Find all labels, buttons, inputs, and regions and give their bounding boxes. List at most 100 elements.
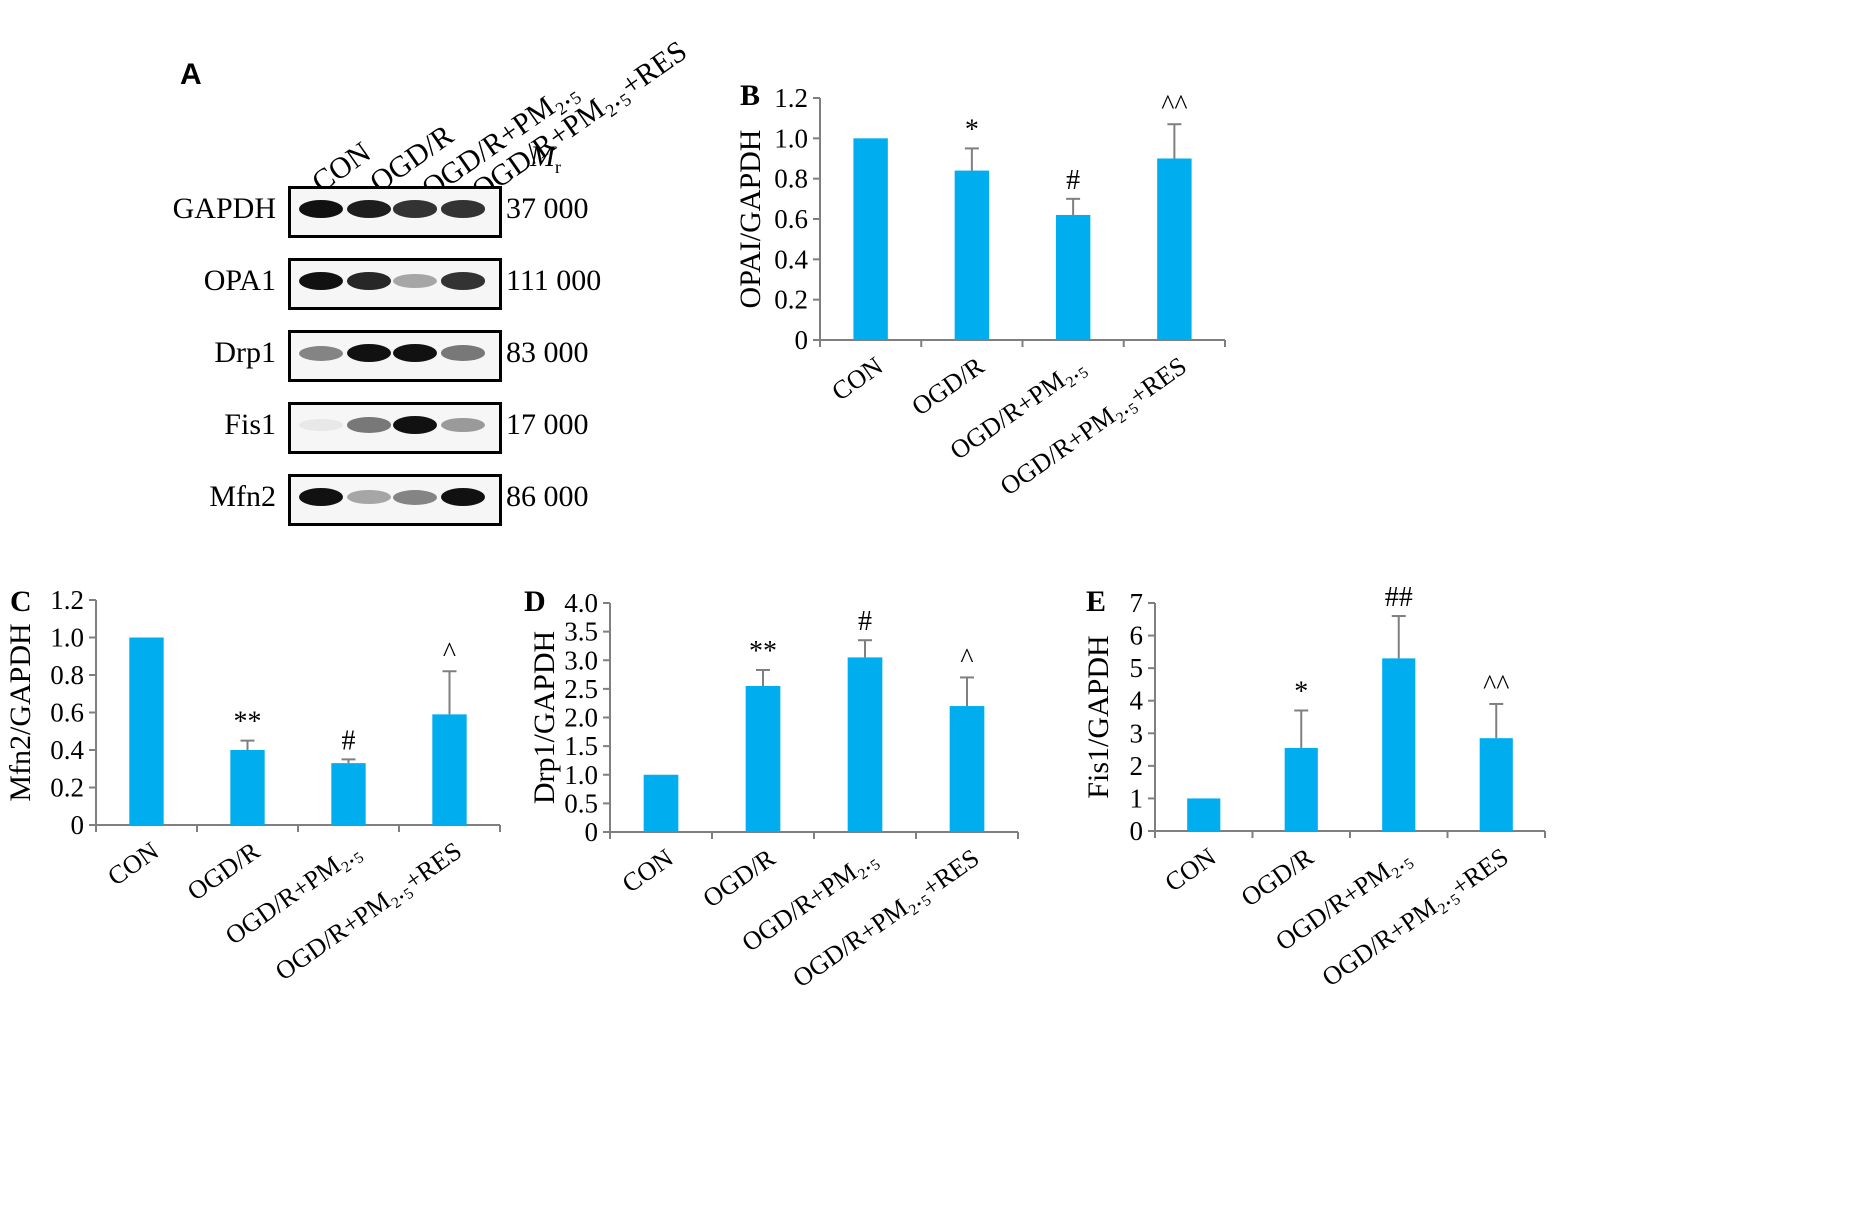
bar	[129, 637, 164, 825]
blot-band	[441, 488, 485, 506]
bar	[1284, 747, 1318, 831]
blot-band	[347, 489, 391, 505]
significance-marker: **	[234, 707, 262, 738]
blot-row-label-drp1: Drp1	[214, 336, 276, 369]
y-tick-label: 0	[71, 810, 85, 840]
bar	[331, 763, 366, 825]
blot-mw-label-fis1: 17 000	[506, 408, 589, 441]
y-tick-label: 1	[1130, 783, 1144, 813]
significance-marker: #	[1066, 165, 1080, 196]
x-tick-label: OGD/R+PM₂.₅+RES	[995, 351, 1192, 501]
y-tick-label: 0.4	[774, 244, 808, 274]
significance-marker: ^^	[1161, 90, 1187, 121]
x-tick-label: OGD/R	[182, 836, 265, 907]
blot-strip-fis1	[288, 402, 502, 454]
x-tick-label: CON	[1160, 842, 1222, 897]
bar	[1382, 658, 1416, 831]
mr-header: Mr	[530, 140, 561, 178]
significance-marker: ^	[960, 643, 973, 674]
panel-letter-b: B	[740, 79, 760, 112]
y-tick-label: 5	[1130, 653, 1144, 683]
y-tick-label: 0.6	[774, 204, 808, 234]
bar	[1187, 798, 1221, 831]
y-tick-label: 0.6	[50, 698, 84, 728]
y-tick-label: 0.2	[774, 285, 808, 315]
blot-band	[393, 200, 437, 218]
blot-band	[393, 416, 437, 434]
mr-header-sub: r	[555, 157, 561, 177]
y-tick-label: 4	[1130, 686, 1144, 716]
y-tick-label: 2	[1130, 751, 1144, 781]
blot-band	[299, 418, 343, 432]
blot-band	[441, 200, 485, 218]
blot-mw-label-drp1: 83 000	[506, 336, 589, 369]
y-tick-label: 7	[1130, 588, 1144, 618]
blot-mw-label-mfn2: 86 000	[506, 480, 589, 513]
blot-row-label-gapdh: GAPDH	[172, 192, 276, 225]
y-axis-label: OPAI/GAPDH	[734, 130, 767, 309]
blot-row-label-mfn2: Mfn2	[209, 480, 276, 513]
y-tick-label: 0.8	[774, 164, 808, 194]
y-tick-label: 0	[795, 325, 809, 355]
bar	[432, 714, 467, 825]
bar	[230, 750, 265, 825]
y-tick-label: 0	[585, 817, 599, 847]
blot-band	[347, 200, 391, 218]
blot-strip-gapdh	[288, 186, 502, 238]
blot-band	[393, 273, 437, 289]
x-tick-label: CON	[102, 836, 164, 891]
blot-row-label-fis1: Fis1	[224, 408, 276, 441]
blot-mw-label-gapdh: 37 000	[506, 192, 589, 225]
blot-strip-opa1	[288, 258, 502, 310]
bar	[1157, 158, 1192, 340]
blot-band	[393, 344, 437, 362]
significance-marker: *	[965, 114, 979, 145]
y-tick-label: 1.2	[774, 83, 808, 113]
significance-marker: ##	[1385, 582, 1413, 613]
blot-band	[393, 489, 437, 505]
y-tick-label: 3	[1130, 718, 1144, 748]
bar	[1055, 214, 1091, 340]
blot-band	[299, 345, 343, 361]
bar	[954, 170, 990, 340]
mr-header-main: M	[530, 140, 555, 173]
blot-strip-drp1	[288, 330, 502, 382]
y-axis-label: Drp1/GAPDH	[528, 631, 561, 804]
y-tick-label: 1.5	[564, 731, 598, 761]
bar	[949, 706, 985, 832]
x-tick-label: CON	[826, 351, 888, 406]
x-tick-label: OGD/R	[906, 351, 989, 422]
y-tick-label: 0.2	[50, 773, 84, 803]
blot-band	[299, 200, 343, 218]
blot-band	[441, 345, 485, 361]
blot-band	[347, 272, 391, 290]
blot-band	[299, 488, 343, 506]
y-tick-label: 0	[1130, 816, 1144, 846]
western-blot-panel: A CON OGD/R OGD/R+PM₂.₅ OGD/R+PM₂.₅+RES …	[0, 0, 760, 620]
blot-strip-mfn2	[288, 474, 502, 526]
significance-marker: #	[858, 606, 872, 637]
bar	[1479, 738, 1513, 831]
blot-band	[441, 272, 485, 290]
significance-marker: **	[749, 636, 777, 667]
significance-marker: ^^	[1483, 670, 1509, 701]
y-tick-label: 0.5	[564, 788, 598, 818]
bar	[745, 686, 781, 832]
y-axis-label: Mfn2/GAPDH	[4, 623, 37, 801]
y-tick-label: 3.0	[564, 645, 598, 675]
panel-letter-e: E	[1086, 585, 1106, 618]
y-tick-label: 6	[1130, 621, 1144, 651]
x-tick-label: OGD/R+PM₂.₅+RES	[270, 836, 467, 986]
significance-marker: *	[1294, 676, 1308, 707]
y-tick-label: 2.5	[564, 674, 598, 704]
blot-band	[299, 272, 343, 290]
blot-mw-label-opa1: 111 000	[506, 264, 602, 297]
panel-letter-a: A	[180, 58, 202, 91]
significance-marker: #	[342, 725, 356, 756]
x-tick-label: CON	[617, 843, 679, 898]
blot-row-label-opa1: OPA1	[203, 264, 276, 297]
panel-letter-c: C	[10, 585, 32, 618]
x-tick-label: OGD/R	[1236, 842, 1319, 913]
y-tick-label: 1.0	[50, 623, 84, 653]
bar	[643, 774, 679, 832]
